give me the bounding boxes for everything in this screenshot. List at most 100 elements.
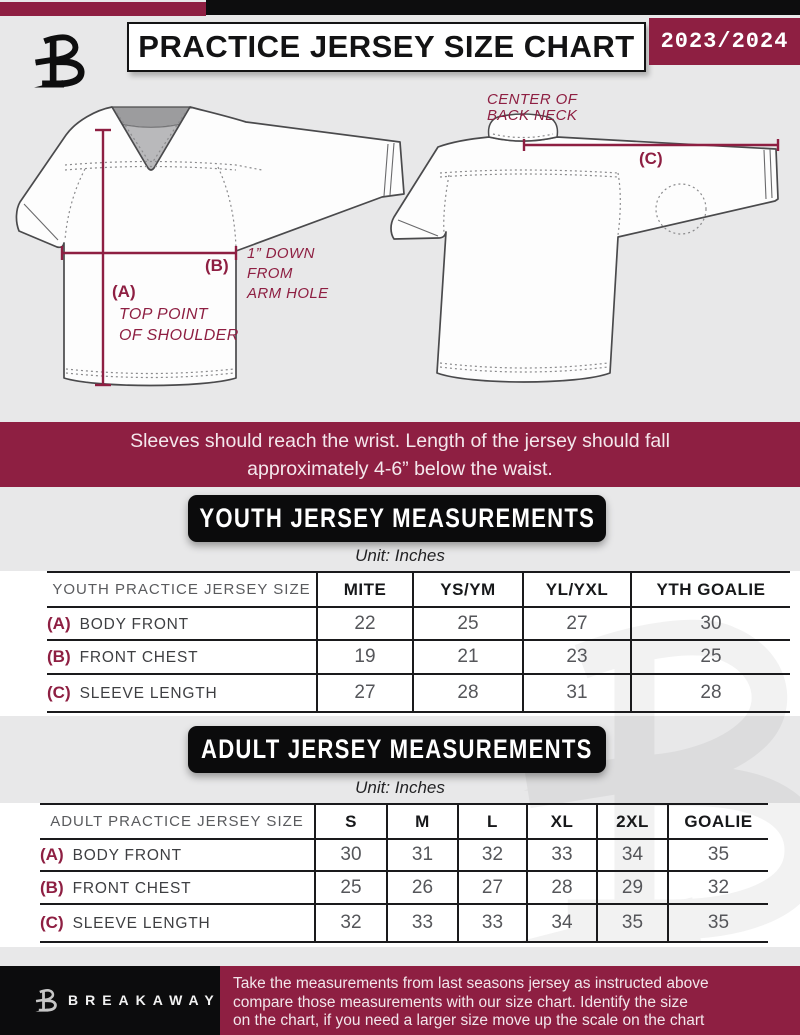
value-cell: 30: [630, 606, 790, 641]
value-cell: 27: [522, 606, 631, 641]
measure-lines-front: [60, 128, 238, 387]
caption-line: FROM: [247, 265, 293, 282]
row-label-cell: (C) SLEEVE LENGTH: [47, 673, 317, 713]
table-header-row: YOUTH PRACTICE JERSEY SIZE MITE YS/YM YL…: [47, 571, 790, 608]
value-cell: 25: [314, 870, 387, 905]
page-title: PRACTICE JERSEY SIZE CHART: [138, 29, 635, 64]
measure-label: FRONT CHEST: [79, 649, 199, 666]
measure-c-label: (C): [639, 149, 663, 168]
table-row: (C) SLEEVE LENGTH 27 28 31 28: [47, 673, 790, 713]
value-cell: 25: [630, 639, 790, 675]
value-cell: 33: [526, 838, 597, 872]
value-cell: 26: [386, 870, 458, 905]
title-box: PRACTICE JERSEY SIZE CHART: [127, 22, 646, 72]
column-header: YTH GOALIE: [630, 571, 790, 608]
row-label-cell: (A) BODY FRONT: [40, 838, 315, 872]
top-point-shoulder-caption: TOP POINT OF SHOULDER: [119, 304, 239, 346]
measure-key: (A): [40, 845, 64, 864]
value-cell: 34: [596, 838, 668, 872]
row-label-cell: (B) FRONT CHEST: [47, 639, 317, 675]
adult-unit-label: Unit: Inches: [355, 778, 445, 797]
value-cell: 28: [630, 673, 790, 713]
caption-line: OF SHOULDER: [119, 327, 239, 344]
footer-instructions: Take the measurements from last seasons …: [220, 966, 800, 1035]
footer-line: compare those measurements with our size…: [233, 993, 688, 1011]
caption-line: BACK NECK: [487, 107, 578, 124]
row-label-cell: (A) BODY FRONT: [47, 606, 317, 641]
breakaway-footer-logo: [34, 988, 57, 1014]
season-label: 2023/2024: [660, 29, 789, 54]
measure-line-c: [522, 139, 780, 151]
value-cell: 28: [526, 870, 597, 905]
center-back-neck-caption: CENTER OF BACK NECK: [487, 92, 577, 124]
youth-heading-text: YOUTH JERSEY MEASUREMENTS: [199, 503, 595, 533]
column-header: MITE: [316, 571, 413, 608]
table-row: (B) FRONT CHEST 19 21 23 25: [47, 639, 790, 675]
measure-key: (B): [40, 877, 64, 897]
value-cell: 19: [316, 639, 413, 675]
adult-heading-text: ADULT JERSEY MEASUREMENTS: [201, 734, 593, 764]
column-header: L: [457, 803, 527, 840]
column-header: S: [314, 803, 387, 840]
footer-line: on the chart, if you need a larger size …: [233, 1012, 705, 1029]
adult-section-heading: ADULT JERSEY MEASUREMENTS: [188, 726, 606, 773]
measure-label: BODY FRONT: [79, 615, 189, 633]
row-label-cell: (C) SLEEVE LENGTH: [40, 903, 315, 943]
table-row: (C) SLEEVE LENGTH 32 33 33 34 35 35: [40, 903, 768, 943]
value-cell: 32: [457, 838, 527, 872]
column-header: XL: [526, 803, 597, 840]
measure-label: FRONT CHEST: [72, 879, 192, 897]
measure-key: (B): [47, 647, 71, 666]
value-cell: 29: [596, 870, 668, 905]
column-header: 2XL: [596, 803, 668, 840]
value-cell: 23: [522, 639, 631, 675]
table-row: (A) BODY FRONT 30 31 32 33 34 35: [40, 838, 768, 872]
row-label-cell: (B) FRONT CHEST: [40, 870, 315, 905]
measure-label: SLEEVE LENGTH: [72, 915, 211, 932]
table-header-row: ADULT PRACTICE JERSEY SIZE S M L XL 2XL …: [40, 803, 768, 840]
column-header: YS/YM: [412, 571, 523, 608]
fit-notice-banner: Sleeves should reach the wrist. Length o…: [0, 422, 800, 487]
caption-line: ARM HOLE: [247, 285, 329, 302]
value-cell: 32: [667, 870, 768, 905]
caption-line: CENTER OF: [487, 91, 578, 108]
value-cell: 35: [667, 903, 768, 943]
column-header: M: [386, 803, 458, 840]
measure-label: SLEEVE LENGTH: [79, 685, 218, 702]
column-header: GOALIE: [667, 803, 768, 840]
youth-section-heading: YOUTH JERSEY MEASUREMENTS: [188, 495, 606, 542]
measure-label: BODY FRONT: [72, 847, 182, 864]
brand-wordmark: BREAKAWAY: [68, 992, 221, 1008]
value-cell: 33: [457, 903, 527, 943]
banner-line: Sleeves should reach the wrist. Length o…: [130, 430, 670, 452]
value-cell: 31: [522, 673, 631, 713]
arm-hole-caption: 1” DOWN FROM ARM HOLE: [247, 244, 329, 304]
back-jersey-drawing: [390, 113, 780, 383]
banner-line: approximately 4-6” below the waist.: [247, 458, 553, 480]
table-row: (B) FRONT CHEST 25 26 27 28 29 32: [40, 870, 768, 905]
measure-key: (C): [47, 683, 71, 702]
adult-table-title: ADULT PRACTICE JERSEY SIZE: [40, 803, 315, 840]
top-strip-black: [206, 0, 800, 15]
caption-line: 1” DOWN: [247, 245, 315, 262]
prefooter-gray-band: [0, 947, 800, 966]
value-cell: 30: [314, 838, 387, 872]
value-cell: 21: [412, 639, 523, 675]
value-cell: 27: [457, 870, 527, 905]
measure-key: (C): [40, 913, 64, 932]
footer-line: Take the measurements from last seasons …: [233, 975, 709, 992]
column-header: YL/YXL: [522, 571, 631, 608]
value-cell: 28: [412, 673, 523, 713]
youth-unit-label: Unit: Inches: [355, 546, 445, 565]
season-badge: 2023/2024: [649, 18, 800, 65]
jersey-diagrams: [15, 106, 780, 387]
adult-size-table: ADULT PRACTICE JERSEY SIZE S M L XL 2XL …: [40, 803, 768, 943]
front-jersey-drawing: [15, 106, 405, 387]
value-cell: 35: [667, 838, 768, 872]
top-strip-maroon: [0, 2, 206, 16]
value-cell: 25: [412, 606, 523, 641]
value-cell: 31: [386, 838, 458, 872]
value-cell: 34: [526, 903, 597, 943]
measure-b-label: (B): [205, 256, 229, 275]
value-cell: 35: [596, 903, 668, 943]
